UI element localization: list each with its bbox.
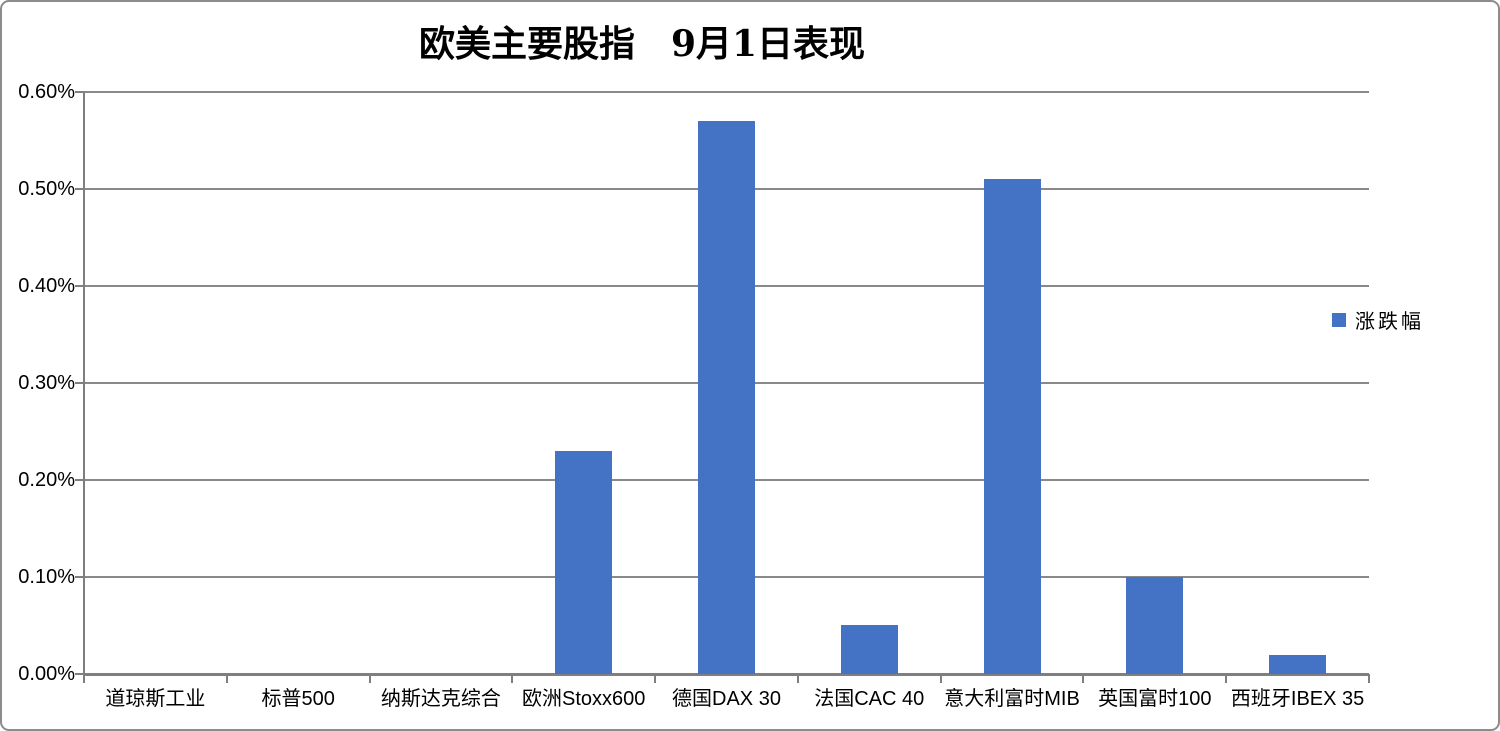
x-axis-tick [1225, 674, 1228, 683]
x-axis-tick [368, 674, 371, 683]
y-axis-tick [75, 382, 84, 384]
x-axis-category-label: 道琼斯工业 [105, 688, 206, 710]
bar [984, 179, 1041, 674]
x-axis-tick [1368, 674, 1370, 683]
x-axis-tick [796, 674, 799, 683]
y-axis-tick-label: 0.30% [18, 372, 75, 394]
x-axis-tick [511, 674, 514, 683]
x-axis-category-label: 英国富时100 [1098, 688, 1212, 710]
y-axis-tick-label: 0.50% [18, 178, 75, 200]
x-axis-tick [654, 674, 657, 683]
x-axis-category-label: 意大利富时MIB [944, 688, 1080, 710]
y-axis-line [83, 92, 85, 683]
y-axis-tick-label: 0.40% [18, 275, 75, 297]
bar [1126, 577, 1183, 674]
y-axis-tick-label: 0.20% [18, 469, 75, 491]
legend: 涨跌幅 [1332, 305, 1424, 334]
x-axis-category-label: 标普500 [261, 688, 335, 710]
x-axis-tick [1082, 674, 1085, 683]
y-axis-tick-label: 0.00% [18, 663, 75, 685]
y-axis-tick-label: 0.60% [18, 81, 75, 103]
y-axis-tick [75, 673, 84, 675]
legend-label: 涨跌幅 [1355, 311, 1424, 333]
x-axis-category-label: 欧洲Stoxx600 [522, 688, 646, 710]
legend-swatch-icon [1332, 312, 1346, 327]
y-axis-tick [75, 188, 84, 190]
x-axis-category-label: 纳斯达克综合 [380, 688, 501, 710]
y-axis-tick [75, 479, 84, 481]
y-axis-tick [75, 91, 84, 93]
x-axis-category-label: 德国DAX 30 [672, 688, 781, 710]
x-axis-category-label: 法国CAC 40 [814, 688, 925, 710]
gridline [84, 91, 1369, 93]
x-axis-category-label: 西班牙IBEX 35 [1230, 688, 1365, 710]
y-axis-tick-label: 0.10% [18, 566, 75, 588]
y-axis-tick [75, 576, 84, 578]
bar [1269, 655, 1326, 674]
bar [698, 121, 755, 674]
x-axis-tick [939, 674, 942, 683]
x-axis-line [84, 673, 1369, 676]
x-axis-tick [225, 674, 228, 683]
y-axis-tick [75, 285, 84, 287]
chart-title: 欧美主要股指 9月1日表现 [418, 23, 866, 65]
bar [555, 451, 612, 674]
bar [841, 625, 898, 674]
